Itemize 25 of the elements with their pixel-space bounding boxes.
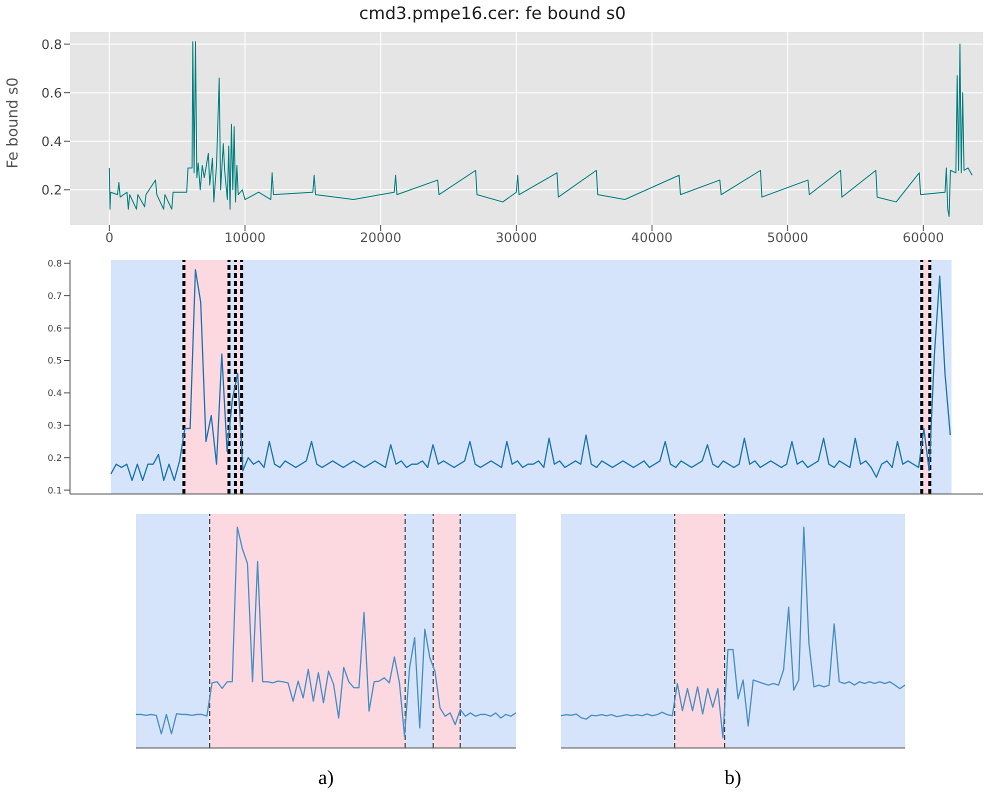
x-tick-label: 30000 <box>496 231 538 246</box>
y-tick-label: 0.3 <box>48 421 62 432</box>
y-tick-label: 0.4 <box>41 134 62 150</box>
y-tick-label: 0.8 <box>48 259 62 270</box>
y-tick-label: 0.5 <box>48 356 62 367</box>
y-tick-label: 0.7 <box>48 292 62 302</box>
y-tick-label: 0.2 <box>48 454 62 464</box>
x-axis-title: a) <box>318 767 334 789</box>
y-tick-label: 0.8 <box>41 38 62 53</box>
x-tick-label: 20000 <box>360 231 402 246</box>
y-tick-label: 0.6 <box>48 324 62 334</box>
y-tick-label: 0.1 <box>48 486 62 496</box>
x-tick-label: 10000 <box>224 231 266 246</box>
x-tick-label: 0 <box>105 231 114 246</box>
x-tick-label: 60000 <box>902 231 944 246</box>
y-tick-label: 0.6 <box>41 86 62 102</box>
y-axis-title: Fe bound s0 <box>3 77 22 168</box>
x-tick-label: 50000 <box>766 231 808 246</box>
x-tick-label: 40000 <box>631 231 673 246</box>
chart-title: cmd3.pmpe16.cer: fe bound s0 <box>358 4 627 24</box>
line-series <box>110 269 951 482</box>
y-tick-label: 0.4 <box>48 389 62 400</box>
x-axis-title: b) <box>724 767 742 789</box>
y-tick-label: 0.2 <box>41 183 62 198</box>
line-series <box>108 41 973 218</box>
